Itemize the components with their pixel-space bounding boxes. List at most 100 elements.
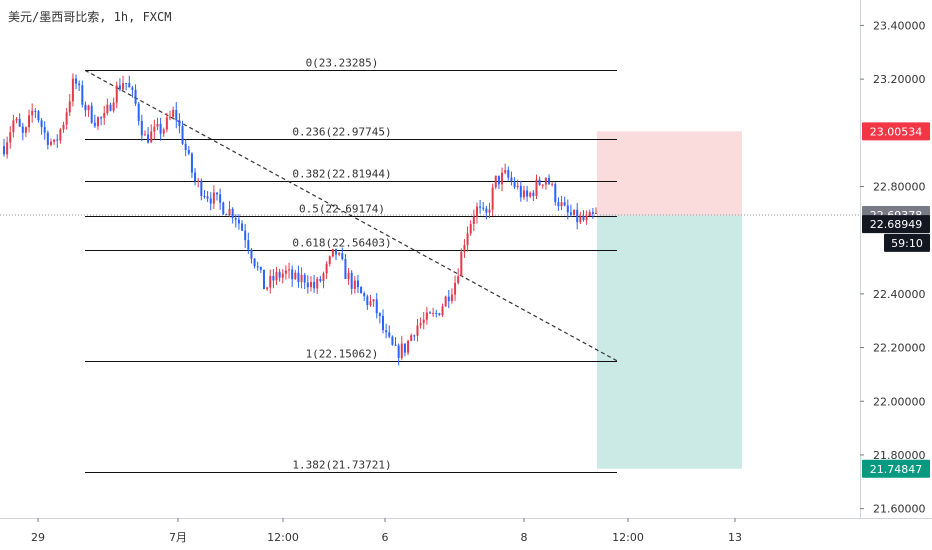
candle-body <box>507 170 510 178</box>
candle-body <box>206 196 209 199</box>
candle-body <box>291 269 294 280</box>
candle-body <box>356 280 359 287</box>
candle-body <box>12 120 15 133</box>
candle-body <box>90 105 93 123</box>
candle-body <box>416 325 419 336</box>
candle-body <box>225 214 228 216</box>
candle-body <box>203 195 206 197</box>
candle-body <box>281 273 284 278</box>
candle-body <box>366 296 369 305</box>
fib-level-label: 1.382(21.73721) <box>292 459 391 472</box>
candle-body <box>428 312 431 314</box>
candle-body <box>84 104 87 111</box>
candle-body <box>272 275 275 281</box>
candle-body <box>595 212 597 214</box>
candle-body <box>316 278 319 289</box>
price-tag-box <box>862 122 930 141</box>
candle-body <box>165 117 168 130</box>
candle-body <box>294 272 297 280</box>
candle-body <box>106 104 109 114</box>
candle-body <box>538 179 541 185</box>
candle-body <box>297 272 300 283</box>
candle-body <box>278 272 281 278</box>
candle-body <box>391 336 394 345</box>
candle-body <box>31 110 34 116</box>
candle-body <box>143 134 146 136</box>
candle-body <box>162 129 165 134</box>
candle-body <box>96 117 99 127</box>
candle-body <box>159 123 162 134</box>
candle-body <box>532 192 535 196</box>
candle-body <box>18 118 21 127</box>
candle-body <box>325 263 328 274</box>
candle-body <box>378 313 381 316</box>
candle-body <box>441 306 444 316</box>
candle-body <box>588 212 591 217</box>
candle-body <box>228 208 231 216</box>
fib-level-label: 0.618(22.56403) <box>292 237 391 250</box>
candle-body <box>338 253 341 255</box>
candle-body <box>303 274 306 283</box>
candle-body <box>522 190 525 198</box>
candle-body <box>40 120 43 128</box>
fib-level-label: 0.236(22.97745) <box>292 126 391 139</box>
candle-body <box>369 301 372 305</box>
candle-body <box>535 179 538 196</box>
candle-body <box>491 187 494 210</box>
candle-body <box>266 287 269 290</box>
candle-body <box>128 83 131 88</box>
candle-body <box>466 233 469 246</box>
candle-body <box>513 181 516 188</box>
fib-level-label: 1(22.15062) <box>306 348 379 361</box>
candle-body <box>573 209 576 215</box>
fib-level-label: 0.382(22.81944) <box>292 168 391 181</box>
candle-body <box>288 269 291 271</box>
candle-body <box>582 216 585 221</box>
candle-body <box>566 205 569 213</box>
candle-body <box>548 177 551 185</box>
candle-body <box>313 281 316 289</box>
price-tag-label: 22.68949 <box>870 218 923 231</box>
candle-body <box>253 258 256 267</box>
candle-body <box>519 185 522 198</box>
take-profit-zone <box>597 215 742 469</box>
candle-body <box>300 274 303 283</box>
candle-body <box>100 117 103 119</box>
trend-line <box>84 69 618 362</box>
time-tick-label: 8 <box>521 531 528 544</box>
candle-body <box>175 109 178 121</box>
candle-body <box>56 139 59 141</box>
candle-body <box>75 78 78 84</box>
candle-body <box>87 105 90 111</box>
candle-body <box>93 122 96 127</box>
price-tick-label: 22.00000 <box>873 395 926 408</box>
candle-body <box>554 183 557 203</box>
candle-body <box>68 101 71 113</box>
candle-body <box>209 198 212 204</box>
candle-body <box>372 299 375 302</box>
candle-body <box>21 126 24 133</box>
candle-body <box>184 143 187 150</box>
price-tag-box <box>862 459 930 478</box>
candle-body <box>526 190 529 197</box>
candle-body <box>319 278 322 282</box>
candle-body <box>140 120 143 136</box>
fib-level-label: 0.5(22.69174) <box>299 203 385 216</box>
candle-body <box>237 219 240 224</box>
candle-body <box>103 113 106 118</box>
candle-body <box>413 335 416 337</box>
candle-body <box>122 82 125 90</box>
candle-body <box>454 282 457 295</box>
time-tick-label: 12:00 <box>267 531 299 544</box>
candle-body <box>37 111 40 121</box>
candle-body <box>591 212 594 214</box>
candle-body <box>65 112 68 125</box>
candle-body <box>335 248 338 255</box>
candle-body <box>422 319 425 324</box>
candle-body <box>62 124 65 130</box>
candle-body <box>222 202 225 215</box>
candle-body <box>24 127 27 133</box>
candle-body <box>501 172 504 185</box>
candle-body <box>131 87 134 90</box>
